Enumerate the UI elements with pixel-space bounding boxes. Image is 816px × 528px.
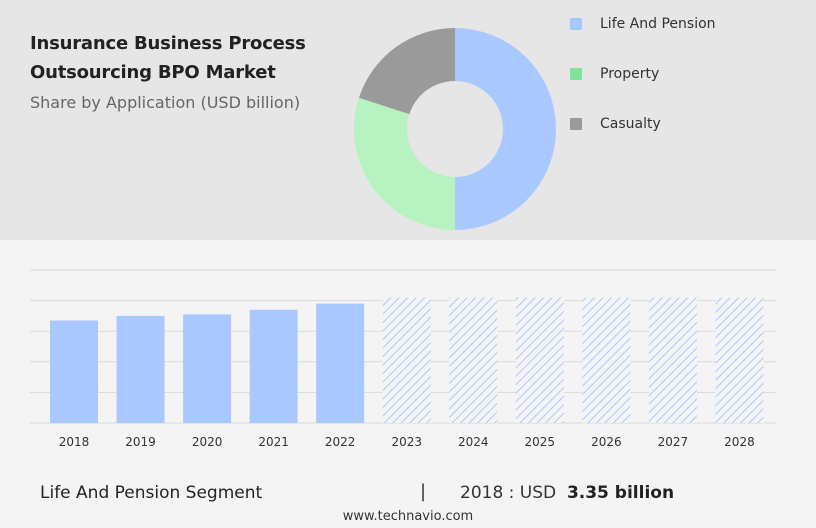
legend-item-life-and-pension: Life And Pension bbox=[570, 14, 716, 34]
x-tick-2018: 2018 bbox=[59, 435, 90, 449]
legend-label-casualty: Casualty bbox=[600, 116, 661, 132]
x-tick-2028: 2028 bbox=[724, 435, 755, 449]
footer-separator: | bbox=[420, 481, 427, 502]
legend-item-property: Property bbox=[570, 64, 659, 84]
x-tick-2025: 2025 bbox=[525, 435, 556, 449]
source-link[interactable]: www.technavio.com bbox=[342, 509, 474, 524]
x-tick-2027: 2027 bbox=[658, 435, 689, 449]
legend-swatch-life-and-pension bbox=[570, 18, 582, 30]
legend-swatch-casualty bbox=[570, 118, 582, 130]
chart-title-line-2: Outsourcing BPO Market bbox=[30, 62, 276, 83]
x-tick-2021: 2021 bbox=[258, 435, 289, 449]
x-tick-2020: 2020 bbox=[192, 435, 223, 449]
donut-slice-casualty bbox=[358, 28, 455, 115]
forecast-bar-2024 bbox=[449, 297, 498, 423]
legend-label-life-and-pension: Life And Pension bbox=[600, 16, 716, 32]
legend-item-casualty: Casualty bbox=[570, 114, 661, 134]
chart-title-line-1: Insurance Business Process bbox=[30, 33, 306, 54]
forecast-bar-2025 bbox=[515, 297, 564, 423]
forecast-bar-2028 bbox=[715, 297, 764, 423]
x-tick-2019: 2019 bbox=[125, 435, 156, 449]
legend-swatch-property bbox=[570, 68, 582, 80]
x-tick-2022: 2022 bbox=[325, 435, 356, 449]
bar-chart: 2018 2019 2020 2021 2022 2023 2024 2025 2026 2027… bbox=[30, 269, 776, 449]
bar-2021 bbox=[249, 309, 298, 423]
bar-2019 bbox=[116, 315, 165, 423]
footer-segment-label: Life And Pension Segment bbox=[40, 483, 263, 503]
bar-2020 bbox=[183, 314, 232, 423]
donut-slice-life-and-pension bbox=[455, 28, 556, 230]
donut-chart bbox=[354, 28, 556, 231]
x-tick-2024: 2024 bbox=[458, 435, 489, 449]
bar-marks bbox=[50, 297, 764, 423]
legend-label-property: Property bbox=[600, 66, 660, 82]
x-tick-2026: 2026 bbox=[591, 435, 622, 449]
bar-2022 bbox=[316, 303, 365, 423]
forecast-bar-2027 bbox=[648, 297, 697, 423]
chart-subtitle: Share by Application (USD billion) bbox=[30, 93, 301, 112]
footer-value: 2018 : USD 3.35 billion bbox=[460, 483, 674, 503]
bar-tick-labels: 2018 2019 2020 2021 2022 2023 2024 2025 2026 2027… bbox=[59, 435, 755, 449]
bar-2018 bbox=[50, 320, 98, 423]
forecast-bar-2026 bbox=[582, 297, 631, 423]
donut-slice-property bbox=[354, 97, 455, 231]
forecast-bar-2023 bbox=[382, 297, 431, 423]
x-tick-2023: 2023 bbox=[391, 435, 422, 449]
footer-amount: 3.35 billion bbox=[566, 483, 675, 503]
footer-year-label: 2018 : USD bbox=[460, 483, 557, 503]
